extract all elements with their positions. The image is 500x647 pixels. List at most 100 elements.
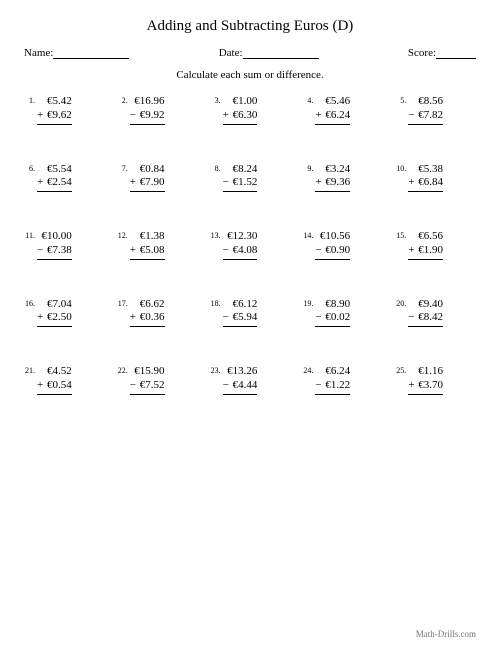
problem: 23.€13.26−€4.44 [210,365,291,395]
operand-bottom: +€0.36 [130,311,165,327]
operand-bottom: +€5.08 [130,244,165,260]
operand-top: €6.24 [315,365,350,379]
name-blank[interactable] [53,47,129,59]
operand-bottom: +€2.54 [37,176,72,192]
operand-top: €8.56 [408,95,443,109]
operand-bottom: +€7.90 [130,176,165,192]
problem: 15.€6.56+€1.90 [395,230,476,260]
operand-top: €4.52 [37,365,72,379]
operand-bottom: −€8.42 [408,311,443,327]
problem-stack: €1.38+€5.08 [130,230,165,260]
operand-top: €1.38 [130,230,165,244]
problem-number: 13. [210,230,223,240]
problem-number: 4. [302,95,315,105]
operand-top: €1.16 [408,365,443,379]
operand-bottom: −€0.02 [315,311,350,327]
operand-bottom: −€9.92 [130,109,165,125]
problem: 12.€1.38+€5.08 [117,230,198,260]
problem: 21.€4.52+€0.54 [24,365,105,395]
operand-bottom-value: €0.54 [47,379,72,391]
operand-bottom: −€1.52 [223,176,258,192]
operand-top: €9.40 [408,298,443,312]
problem: 3.€1.00+€6.30 [210,95,291,125]
problem-number: 8. [210,163,223,173]
operand-top: €13.26 [223,365,258,379]
operand-bottom-value: €7.90 [140,176,165,188]
operator: + [223,109,233,123]
problem-stack: €6.24−€1.22 [315,365,350,395]
problem-number: 6. [24,163,37,173]
problem-stack: €12.30−€4.08 [223,230,258,260]
operand-top: €6.56 [408,230,443,244]
operand-top: €5.42 [37,95,72,109]
operand-bottom: +€6.24 [315,109,350,125]
problem-number: 22. [117,365,130,375]
problem: 19.€8.90−€0.02 [302,298,383,328]
operand-top: €16.96 [130,95,165,109]
operand-bottom-value: €9.36 [325,176,350,188]
problem-number: 10. [395,163,408,173]
operand-top: €7.04 [37,298,72,312]
problem: 10.€5.38+€6.84 [395,163,476,193]
operator: + [130,244,140,258]
operand-bottom-value: €8.42 [418,311,443,323]
problem-number: 19. [302,298,315,308]
date-field: Date: [219,47,319,59]
operand-bottom-value: €9.62 [47,109,72,121]
problem-stack: €3.24+€9.36 [315,163,350,193]
operand-bottom-value: €7.82 [418,109,443,121]
operand-bottom-value: €6.30 [233,109,258,121]
page-title: Adding and Subtracting Euros (D) [24,18,476,35]
score-blank[interactable] [436,47,476,59]
operand-bottom-value: €2.54 [47,176,72,188]
problem-stack: €5.46+€6.24 [315,95,350,125]
footer-text: Math-Drills.com [416,629,476,639]
problem: 9.€3.24+€9.36 [302,163,383,193]
operator: + [37,311,47,325]
operand-bottom-value: €6.84 [418,176,443,188]
problem: 11.€10.00−€7.38 [24,230,105,260]
operator: + [37,109,47,123]
operand-top: €5.54 [37,163,72,177]
problem-stack: €6.56+€1.90 [408,230,443,260]
operator: − [223,244,233,258]
problem: 17.€6.62+€0.36 [117,298,198,328]
operator: + [130,311,140,325]
problem-number: 7. [117,163,130,173]
problem-stack: €6.12−€5.94 [223,298,258,328]
operand-bottom-value: €5.08 [140,244,165,256]
problem: 7.€0.84+€7.90 [117,163,198,193]
operator: + [130,176,140,190]
problem-grid: 1.€5.42+€9.622.€16.96−€9.923.€1.00+€6.30… [24,95,476,395]
problem: 4.€5.46+€6.24 [302,95,383,125]
problem: 22.€15.90−€7.52 [117,365,198,395]
problem-number: 3. [210,95,223,105]
operand-bottom-value: €2.50 [47,311,72,323]
problem-stack: €9.40−€8.42 [408,298,443,328]
operand-bottom-value: €1.52 [233,176,258,188]
problem-stack: €8.56−€7.82 [408,95,443,125]
operand-bottom-value: €0.90 [325,244,350,256]
operand-bottom-value: €6.24 [325,109,350,121]
problem-number: 9. [302,163,315,173]
operand-bottom-value: €7.52 [140,379,165,391]
problem-stack: €7.04+€2.50 [37,298,72,328]
operand-bottom: −€4.44 [223,379,258,395]
operand-bottom-value: €4.44 [233,379,258,391]
operand-bottom: −€4.08 [223,244,258,260]
problem-stack: €8.24−€1.52 [223,163,258,193]
problem-stack: €13.26−€4.44 [223,365,258,395]
problem: 13.€12.30−€4.08 [210,230,291,260]
operator: − [130,109,140,123]
operator: − [315,311,325,325]
date-blank[interactable] [243,47,319,59]
problem-stack: €1.00+€6.30 [223,95,258,125]
problem-stack: €6.62+€0.36 [130,298,165,328]
operator: − [37,244,47,258]
problem-stack: €10.56−€0.90 [315,230,350,260]
operand-bottom-value: €4.08 [233,244,258,256]
operator: − [223,176,233,190]
operand-bottom: −€7.52 [130,379,165,395]
operand-bottom: +€1.90 [408,244,443,260]
operand-bottom: −€7.82 [408,109,443,125]
